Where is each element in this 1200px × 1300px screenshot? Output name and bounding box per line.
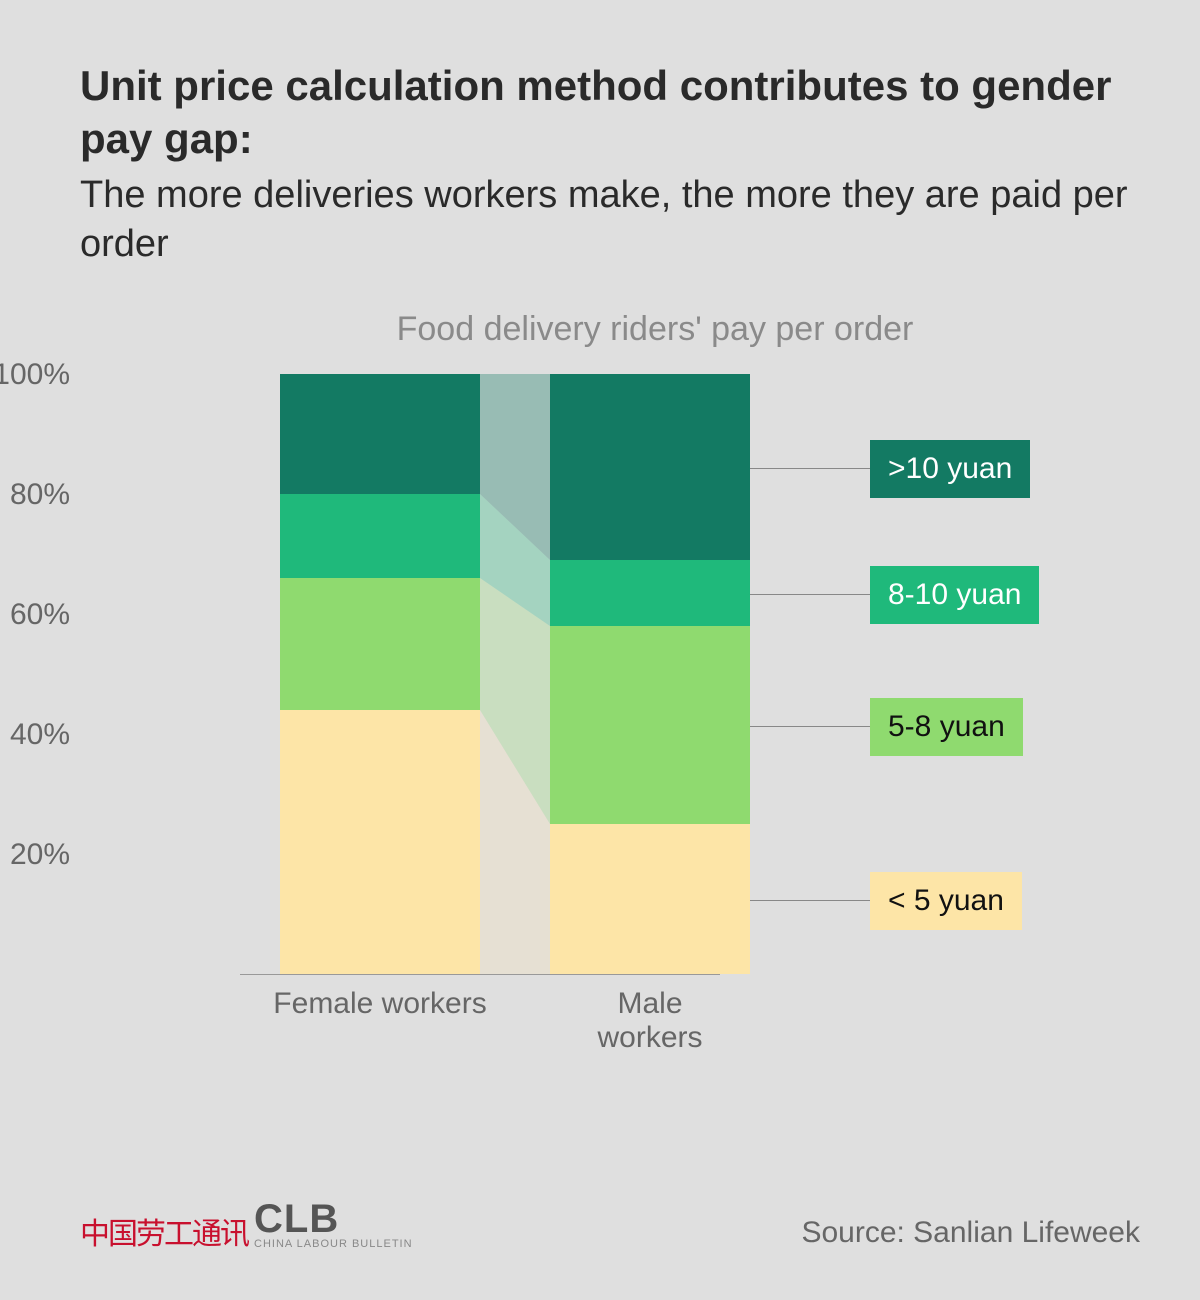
- leader-8to10: [750, 594, 870, 595]
- bar-female: [280, 374, 480, 974]
- bar-male: [550, 374, 750, 974]
- logo-subtext: CHINA LABOUR BULLETIN: [254, 1239, 413, 1250]
- chart-title: Food delivery riders' pay per order: [170, 310, 1140, 349]
- legend-lt5: < 5 yuan: [870, 872, 1022, 930]
- xlabel-male: Male workers: [597, 987, 702, 1055]
- segment-lt5: [280, 710, 480, 974]
- segment-lt5: [550, 824, 750, 974]
- logo-chinese: 中国劳工通讯: [80, 1220, 248, 1250]
- segment-8to10: [280, 494, 480, 578]
- legend-5to8: 5-8 yuan: [870, 698, 1023, 756]
- segment-gt10: [280, 374, 480, 494]
- connector-lt5: [480, 710, 550, 974]
- segment-5to8: [550, 626, 750, 824]
- segment-5to8: [280, 578, 480, 710]
- ytick-40: 40%: [10, 718, 70, 752]
- legend-gt10: >10 yuan: [870, 440, 1030, 498]
- connector-8to10: [480, 494, 550, 626]
- leader-lt5: [750, 900, 870, 901]
- segment-gt10: [550, 374, 750, 560]
- bar-chart: [240, 375, 720, 975]
- leader-5to8: [750, 726, 870, 727]
- logo-clb: CLB: [254, 1199, 413, 1239]
- segment-8to10: [550, 560, 750, 626]
- ytick-80: 80%: [10, 478, 70, 512]
- stream-connectors: [480, 374, 550, 974]
- legend-8to10: 8-10 yuan: [870, 566, 1039, 624]
- footer: 中国劳工通讯 CLB CHINA LABOUR BULLETIN Source:…: [80, 1199, 1140, 1250]
- chart-area: 100% 80% 60% 40% 20% Female workers Male…: [80, 375, 1140, 1055]
- connector-gt10: [480, 374, 550, 560]
- leader-gt10: [750, 468, 870, 469]
- ytick-100: 100%: [0, 358, 70, 392]
- ytick-60: 60%: [10, 598, 70, 632]
- y-axis: 100% 80% 60% 40% 20%: [80, 375, 240, 975]
- connector-5to8: [480, 578, 550, 824]
- subtitle: The more deliveries workers make, the mo…: [80, 171, 1140, 270]
- ytick-20: 20%: [10, 838, 70, 872]
- x-axis: Female workers Male workers: [240, 987, 750, 1037]
- xlabel-female: Female workers: [273, 987, 486, 1021]
- source-label: Source: Sanlian Lifeweek: [801, 1216, 1140, 1250]
- main-title: Unit price calculation method contribute…: [80, 60, 1140, 165]
- clb-logo: 中国劳工通讯 CLB CHINA LABOUR BULLETIN: [80, 1199, 413, 1250]
